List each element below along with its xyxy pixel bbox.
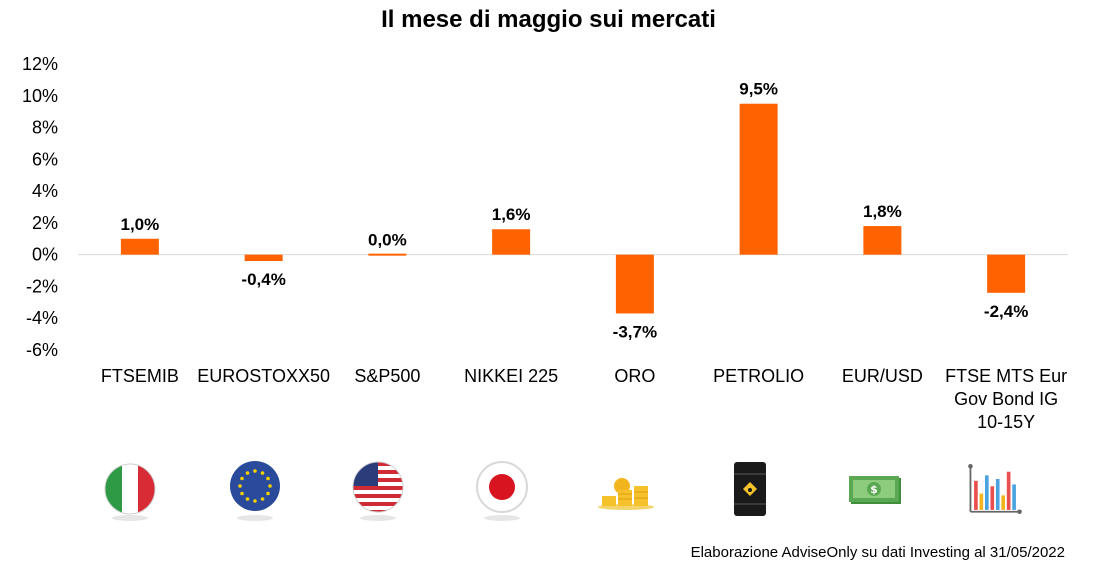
bar	[120, 238, 159, 255]
data-label: 1,6%	[492, 205, 531, 224]
data-labels: 1,0% -0,4% 0,0% 1,6% -3,7% 9,5% 1,8% -2,4%	[121, 80, 1029, 342]
x-axis-labels: FTSEMIB EUROSTOXX50 S&P500 NIKKEI 225 ORO PET…	[101, 366, 1067, 432]
y-tick-label: 10%	[22, 86, 58, 106]
italy-flag-icon	[104, 463, 156, 521]
source-note: Elaborazione AdviseOnly su dati Investin…	[690, 544, 1065, 561]
y-tick-label: 6%	[32, 149, 58, 169]
gold-coins-icon	[598, 478, 654, 510]
y-tick-label: 8%	[32, 118, 58, 138]
data-label: 9,5%	[739, 80, 778, 99]
data-label: 0,0%	[368, 231, 407, 250]
x-tick-label: S&P500	[354, 366, 420, 386]
bar	[244, 254, 283, 262]
bar	[368, 253, 407, 256]
data-label: -0,4%	[241, 270, 285, 289]
x-tick-label: NIKKEI 225	[464, 366, 558, 386]
y-tick-label: -4%	[26, 308, 58, 328]
svg-text:$: $	[870, 483, 878, 496]
bar	[863, 226, 902, 255]
eu-flag-icon	[230, 461, 280, 521]
bar	[492, 229, 531, 255]
y-tick-label: -2%	[26, 276, 58, 296]
data-label: 1,8%	[863, 202, 902, 221]
bar-chart: 12%10%8%6%4%2%0%-2%-4%-6% 1,0%-0,4%0,0%1…	[22, 54, 1068, 432]
x-tick-label: PETROLIO	[713, 366, 804, 386]
bar	[615, 254, 654, 314]
japan-flag-icon	[476, 461, 528, 521]
dollar-bills-icon: $	[849, 476, 901, 504]
data-label: 1,0%	[121, 215, 160, 234]
x-tick-label: FTSE MTS Eur Gov Bond IG 10-15Y	[945, 366, 1067, 432]
y-tick-label: 0%	[32, 245, 58, 265]
chart-title: Il mese di maggio sui mercati	[381, 6, 716, 33]
x-tick-label: EUR/USD	[842, 366, 923, 386]
x-tick-label: FTSEMIB	[101, 366, 179, 386]
x-tick-label: EUROSTOXX50	[197, 366, 330, 386]
y-tick-label: 12%	[22, 54, 58, 74]
usa-flag-icon	[352, 461, 404, 521]
bars	[120, 103, 1026, 314]
data-label: -2,4%	[984, 302, 1028, 321]
y-tick-label: 4%	[32, 181, 58, 201]
x-tick-label: ORO	[614, 366, 655, 386]
bar-chart-icon	[968, 464, 1022, 514]
bar	[987, 254, 1026, 293]
y-tick-label: -6%	[26, 340, 58, 360]
y-axis: 12% 10% 8% 6% 4% 2% 0% -2% -4% -6%	[22, 54, 58, 360]
oil-barrel-icon	[734, 462, 766, 516]
data-label: -3,7%	[613, 322, 657, 341]
y-tick-label: 2%	[32, 213, 58, 233]
bar	[739, 103, 778, 255]
